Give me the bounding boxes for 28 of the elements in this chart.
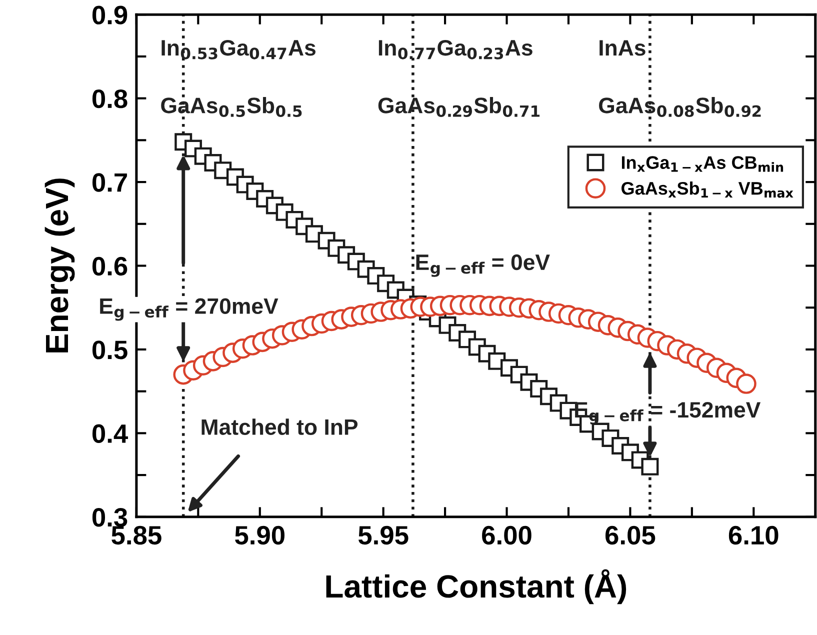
- y-tick-label: 0.9: [92, 6, 128, 24]
- x-tick-label: 5.85: [112, 526, 162, 545]
- y-tick-label: 0.8: [92, 89, 128, 108]
- annotation: GaAs$_{0.5}$Sb$_{0.5}$: [161, 97, 302, 118]
- x-tick-label: 6.10: [728, 526, 778, 545]
- annotation: E$_{g−eff}$ = 270meV: [100, 298, 278, 321]
- y-tick-label: 0.7: [92, 173, 127, 192]
- annotation: E$_{g−eff}$ = 0eV: [416, 254, 550, 277]
- x-axis-title: Lattice Constant (Å): [326, 569, 626, 604]
- y-tick-label: 0.6: [92, 256, 128, 276]
- annotation: In$_{0.77}$Ga$_{0.23}$As: [378, 40, 532, 60]
- x-tick-label: 6.00: [482, 526, 532, 545]
- legend-label: In$_{x}$Ga$_{1−x}$As CB$_{min}$: [622, 156, 784, 172]
- x-tick-label: 5.90: [235, 526, 284, 545]
- x-tick-label: 5.95: [358, 526, 408, 545]
- annotation: InAs: [600, 40, 646, 56]
- y-tick-label: 0.5: [92, 340, 128, 360]
- annotation: In$_{0.53}$Ga$_{0.47}$As: [162, 40, 316, 60]
- y-axis-title: Energy (eV): [44, 178, 75, 352]
- x-tick-label: 6.05: [605, 526, 656, 545]
- point: [641, 458, 659, 476]
- point: [736, 374, 756, 394]
- legend-label: GaAs$_{x}$Sb$_{1−x}$ VB$_{max}$: [622, 181, 794, 198]
- annotation: Matched to InP: [202, 418, 358, 435]
- annotation: GaAs$_{0.08}$Sb$_{0.92}$: [599, 97, 761, 118]
- annotation: GaAs$_{0.29}$Sb$_{0.71}$: [378, 97, 540, 118]
- y-tick-label: 0.3: [92, 508, 128, 527]
- y-tick-label: 0.4: [92, 424, 128, 443]
